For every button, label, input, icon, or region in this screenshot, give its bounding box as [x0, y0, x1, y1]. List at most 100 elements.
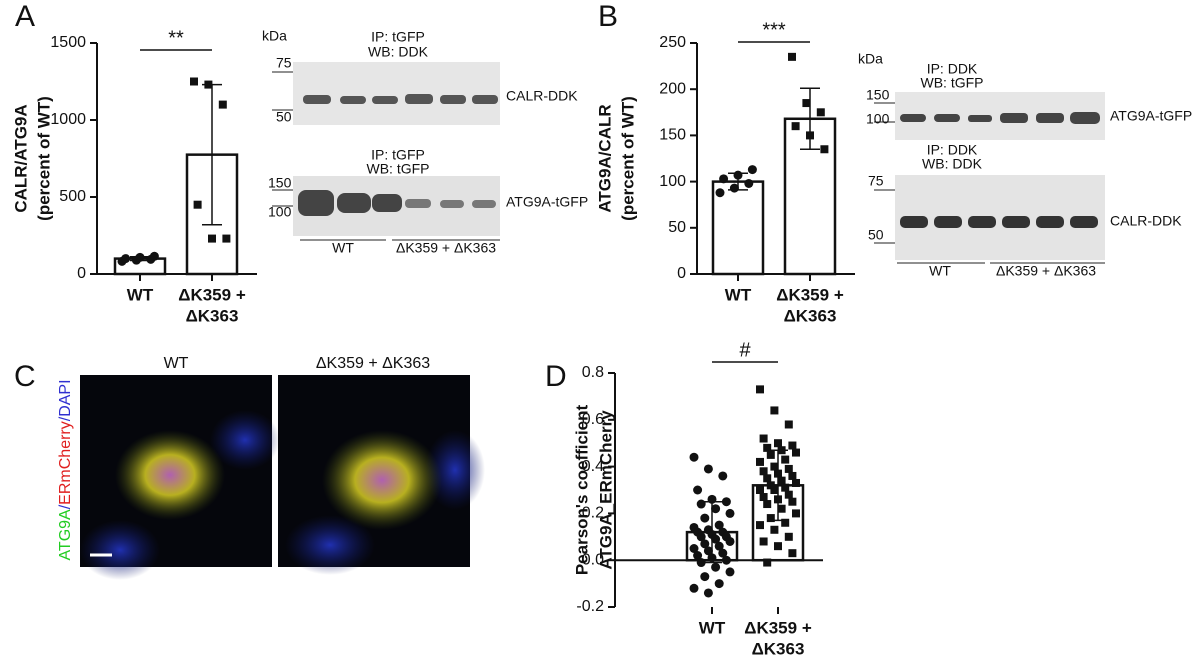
group-label: ΔK359 + ΔK363 [396, 240, 496, 256]
x-tick-label: ΔK359 + [744, 618, 812, 637]
micrographs: WT ΔK359 + ΔK363 ATG9A/ERmCherry/DAPI [57, 355, 485, 580]
data-point [756, 486, 764, 494]
data-point [714, 520, 724, 530]
data-point [703, 546, 713, 556]
y-tick-label: 50 [668, 219, 686, 236]
data-point [714, 541, 724, 551]
data-point [774, 495, 782, 504]
data-point [759, 434, 768, 443]
channel: DAPI [57, 379, 74, 416]
data-point [693, 485, 703, 495]
y-axis-label: CALR/ATG9A [11, 104, 30, 212]
y-tick-label: 0 [77, 265, 86, 282]
data-point [696, 532, 706, 542]
data-point [756, 521, 764, 530]
group-label: ΔK359 + ΔK363 [996, 263, 1096, 279]
data-point [770, 525, 779, 534]
data-point [766, 481, 775, 490]
data-point [711, 562, 721, 572]
data-point [788, 549, 797, 558]
data-point [204, 80, 213, 89]
blot [895, 92, 1105, 140]
image-title: WT [164, 355, 189, 372]
channel: / [57, 416, 74, 421]
data-point [190, 77, 198, 86]
data-point [711, 534, 721, 544]
y-axis-label: ATG9A_ERmCherry [596, 410, 615, 570]
significance: ** [168, 27, 184, 49]
channel: / [57, 504, 74, 509]
wb-label: WB: DDK [368, 44, 429, 60]
channel-label: ATG9A/ERmCherry/DAPI [57, 379, 74, 560]
data-point [721, 497, 731, 507]
x-tick-label: ΔK359 + [776, 285, 844, 304]
x-tick-label: WT [127, 285, 154, 304]
x-tick-label: WT [699, 618, 726, 637]
kda-label: kDa [858, 51, 883, 67]
y-tick-label: 0.0 [582, 551, 604, 568]
data-point [774, 542, 782, 551]
panel-letter: C [14, 360, 36, 393]
y-axis-label: ATG9A/CALR [595, 104, 614, 212]
data-point [715, 188, 725, 198]
y-axis-label: (percent of WT) [618, 96, 637, 221]
data-point [788, 52, 796, 61]
data-point [725, 536, 735, 546]
ip-label: IP: DDK [927, 61, 978, 77]
data-point [820, 145, 829, 154]
significance: *** [762, 19, 786, 41]
data-point [784, 532, 793, 541]
data-point [711, 504, 721, 514]
data-point [791, 122, 800, 131]
data-point [792, 478, 800, 487]
data-point [689, 583, 699, 593]
band-label: ATG9A-tGFP [1110, 108, 1192, 124]
data-point [744, 178, 754, 188]
y-tick-label: 1000 [50, 111, 86, 128]
data-point [689, 452, 699, 462]
channel: ERmCherry [57, 421, 74, 505]
data-point [756, 457, 764, 466]
panel-letter: D [545, 360, 567, 393]
channel: ATG9A [57, 509, 74, 561]
data-point [788, 471, 797, 480]
data-point [784, 420, 793, 429]
data-point [700, 572, 710, 582]
y-tick-label: 1500 [50, 34, 86, 51]
data-point [792, 448, 800, 457]
mw-marker: 100 [866, 111, 890, 127]
panel-letter: A [15, 0, 35, 33]
data-point [784, 490, 793, 499]
panel-letter: B [598, 0, 618, 33]
mw-marker: 75 [868, 173, 884, 189]
data-point [759, 467, 768, 476]
data-point [719, 174, 729, 184]
mw-marker: 100 [268, 204, 292, 220]
kda-label: kDa [262, 28, 287, 44]
data-point [135, 252, 145, 262]
blot [293, 62, 500, 125]
y-tick-label: -0.2 [576, 598, 604, 615]
data-point [693, 551, 703, 561]
data-point [766, 514, 775, 523]
data-point [747, 165, 757, 175]
x-tick-label: ΔK359 + [178, 285, 246, 304]
data-point [770, 462, 779, 471]
data-point [759, 493, 768, 502]
mw-marker: 150 [268, 175, 292, 191]
data-point [759, 537, 768, 546]
y-tick-label: 0 [677, 265, 686, 282]
data-point [781, 483, 790, 492]
data-point [770, 486, 779, 494]
data-point [733, 170, 743, 180]
data-point [788, 441, 797, 450]
data-point [721, 555, 731, 565]
data-point [763, 558, 772, 567]
data-point [756, 385, 764, 394]
x-tick-label: ΔK363 [752, 639, 805, 658]
data-point [766, 450, 775, 459]
data-point [707, 553, 717, 563]
ip-label: IP: tGFP [371, 147, 425, 163]
band-label: CALR-DDK [1110, 213, 1182, 229]
data-point [218, 100, 227, 109]
